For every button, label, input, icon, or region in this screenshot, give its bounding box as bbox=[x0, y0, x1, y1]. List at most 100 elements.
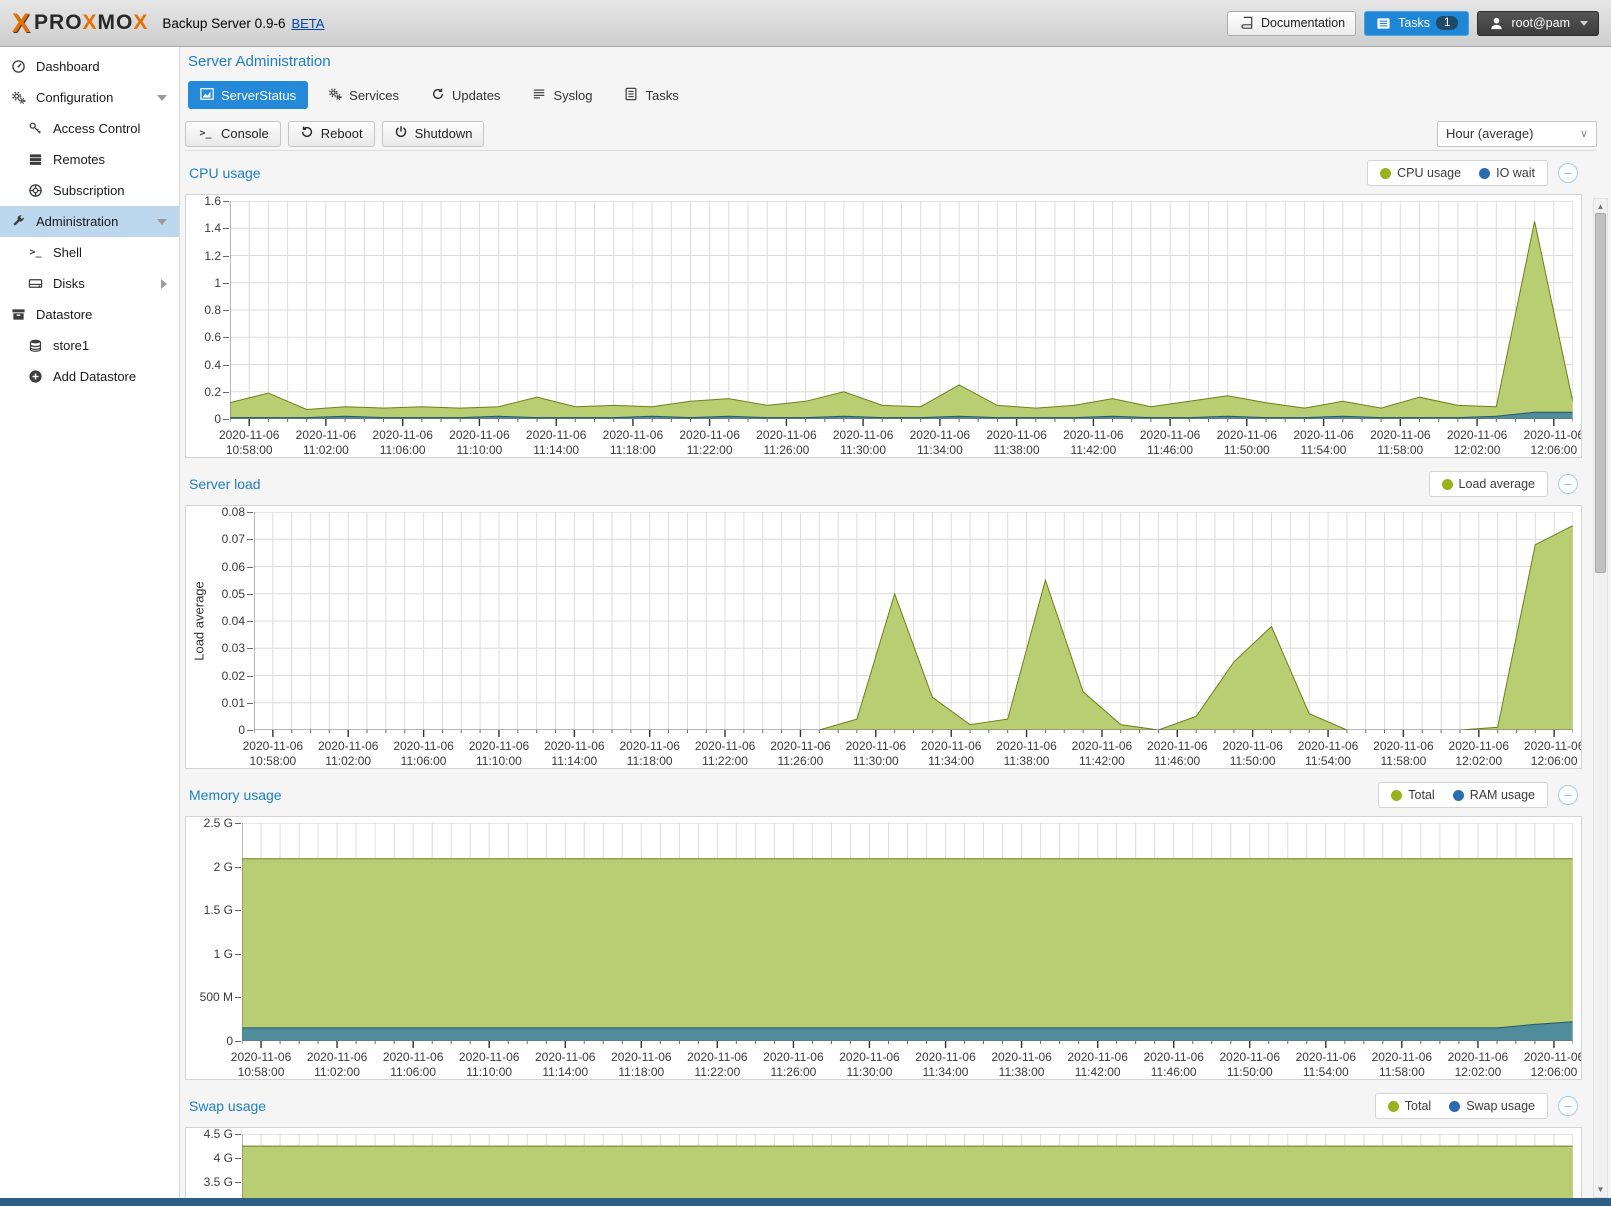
tab-label: Syslog bbox=[553, 87, 593, 103]
sidebar-item-label: Administration bbox=[36, 214, 119, 229]
brand-part: X bbox=[133, 11, 149, 34]
tab-tasks[interactable]: Tasks bbox=[612, 81, 690, 109]
tab-label: Services bbox=[349, 87, 400, 103]
sidebar-item-remotes[interactable]: Remotes bbox=[0, 144, 179, 175]
app-title: Backup Server 0.9-6 bbox=[162, 15, 286, 31]
disk-icon bbox=[27, 275, 44, 292]
x-tick-label: 2020-11-06 11:10:00 bbox=[468, 739, 530, 768]
tasks-button[interactable]: Tasks 1 bbox=[1364, 10, 1470, 36]
sidebar-item-administration[interactable]: Administration bbox=[0, 206, 179, 237]
panel-header: Server load Load average − bbox=[185, 462, 1582, 505]
y-tick-label: 0 bbox=[214, 412, 221, 426]
x-tick-label: 2020-11-06 11:14:00 bbox=[544, 739, 605, 768]
y-tick-label: 1 bbox=[214, 275, 221, 290]
sidebar-item-disks[interactable]: Disks bbox=[0, 268, 179, 299]
console-button[interactable]: >_ Console bbox=[185, 120, 281, 147]
shutdown-button[interactable]: Shutdown bbox=[381, 120, 485, 147]
tab-serverstatus[interactable]: ServerStatus bbox=[188, 81, 309, 109]
timeframe-select[interactable]: Hour (average) ∨ bbox=[1437, 120, 1597, 147]
scroll-down-arrow[interactable]: ▼ bbox=[1596, 1185, 1605, 1194]
x-tick-label: 2020-11-06 11:34:00 bbox=[909, 428, 971, 457]
y-tick-mark bbox=[223, 201, 229, 202]
documentation-button[interactable]: Documentation bbox=[1227, 10, 1357, 36]
y-tick-mark bbox=[223, 391, 229, 393]
collapse-panel-button[interactable]: − bbox=[1558, 1096, 1578, 1116]
x-tick-label: 2020-11-06 11:06:00 bbox=[372, 428, 433, 457]
x-tick-label: 2020-11-06 12:06:00 bbox=[1523, 1050, 1582, 1079]
sidebar-item-configuration[interactable]: Configuration bbox=[0, 82, 179, 113]
x-tick-label: 2020-11-06 11:46:00 bbox=[1139, 428, 1201, 457]
brand-part: PRO bbox=[34, 11, 83, 34]
x-tick-label: 2020-11-06 11:14:00 bbox=[525, 428, 587, 457]
x-tick-label: 2020-11-06 11:54:00 bbox=[1295, 1050, 1357, 1079]
y-tick-mark bbox=[235, 1182, 241, 1184]
sidebar-item-access-control[interactable]: Access Control bbox=[0, 113, 179, 144]
legend-label: Swap usage bbox=[1466, 1099, 1535, 1113]
page-title: Server Administration bbox=[188, 53, 331, 70]
legend-item: Swap usage bbox=[1449, 1099, 1535, 1113]
x-tick-label: 2020-11-06 11:26:00 bbox=[756, 428, 817, 457]
plus-circle-icon bbox=[27, 368, 44, 385]
sidebar-item-dashboard[interactable]: Dashboard bbox=[0, 51, 179, 82]
caret-right-icon bbox=[161, 278, 167, 289]
legend-dot bbox=[1387, 1100, 1399, 1112]
x-tick-label: 2020-11-06 11:42:00 bbox=[1067, 1050, 1128, 1079]
y-tick-mark bbox=[223, 419, 229, 420]
tasks-label: Tasks bbox=[1398, 16, 1431, 30]
chart-card: 1.6 1.4 1.2 1 0.8 0.6 0.4 0.2 0 2020-11-06 10:58:… bbox=[185, 194, 1582, 458]
chart-card: 2.5 G 2 G 1.5 G 1 G 500 M 0 2020-11-06 10:58:0… bbox=[185, 816, 1582, 1080]
x-tick-label: 2020-11-06 10:58:00 bbox=[242, 739, 304, 768]
reboot-button[interactable]: Reboot bbox=[287, 120, 375, 147]
y-tick-mark bbox=[223, 310, 229, 311]
tab-updates[interactable]: Updates bbox=[419, 81, 512, 109]
x-tick-label: 2020-11-06 11:38:00 bbox=[986, 428, 1047, 457]
y-tick-mark bbox=[235, 866, 241, 868]
sidebar-item-label: Datastore bbox=[36, 307, 93, 322]
x-tick-label: 2020-11-06 11:22:00 bbox=[687, 1050, 748, 1079]
sidebar-item-label: Configuration bbox=[36, 90, 114, 105]
collapse-panel-button[interactable]: − bbox=[1558, 474, 1578, 494]
beta-link[interactable]: BETA bbox=[291, 15, 325, 31]
sidebar-item-subscription[interactable]: Subscription bbox=[0, 175, 179, 206]
x-tick-label: 2020-11-06 12:02:00 bbox=[1448, 739, 1510, 768]
scrollbar-thumb[interactable] bbox=[1595, 213, 1606, 573]
tab-syslog[interactable]: Syslog bbox=[520, 81, 604, 109]
chart-card: Load average 0.08 0.07 0.06 0.05 0.04 0.03 0.0… bbox=[185, 505, 1582, 769]
legend-item: Total bbox=[1391, 788, 1435, 802]
archive-icon bbox=[10, 306, 27, 323]
sidebar-item-store1[interactable]: store1 bbox=[0, 330, 179, 361]
brand-part: X bbox=[82, 11, 98, 34]
x-tick-label: 2020-11-06 11:34:00 bbox=[920, 739, 982, 768]
x-axis-labels: 2020-11-06 10:58:00 2020-11-06 11:02:00 2020… bbox=[231, 1049, 1581, 1079]
terminal-icon: >_ bbox=[29, 247, 42, 258]
tab-services[interactable]: Services bbox=[316, 81, 411, 109]
y-tick-mark bbox=[235, 1134, 241, 1135]
collapse-panel-button[interactable]: − bbox=[1558, 785, 1578, 805]
y-tick-mark bbox=[223, 255, 229, 257]
caret-down-icon bbox=[157, 94, 167, 101]
user-menu-button[interactable]: root@pam bbox=[1477, 10, 1599, 36]
vertical-scrollbar[interactable]: ▲ ▼ bbox=[1593, 198, 1608, 1198]
y-tick-label: 0.04 bbox=[221, 614, 245, 628]
y-tick-label: 0.2 bbox=[204, 384, 221, 399]
collapse-panel-button[interactable]: − bbox=[1558, 163, 1578, 183]
sidebar-item-datastore[interactable]: Datastore bbox=[0, 299, 179, 330]
legend-dot bbox=[1449, 1100, 1461, 1112]
tab-bar: ServerStatus Services Updates Syslog Tas… bbox=[188, 81, 691, 109]
shutdown-label: Shutdown bbox=[414, 126, 473, 141]
x-tick-label: 2020-11-06 11:30:00 bbox=[845, 739, 907, 768]
x-tick-label: 2020-11-06 11:30:00 bbox=[832, 428, 894, 457]
sidebar-item-shell[interactable]: >_ Shell bbox=[0, 237, 179, 268]
y-tick-label: 0.02 bbox=[221, 668, 245, 683]
book-icon bbox=[1238, 15, 1255, 32]
sidebar-item-label: Disks bbox=[53, 276, 85, 291]
x-axis-labels: 2020-11-06 10:58:00 2020-11-06 11:02:00 2020… bbox=[243, 738, 1581, 768]
task-list-icon bbox=[1375, 15, 1392, 32]
sidebar-item-label: store1 bbox=[53, 338, 90, 353]
scroll-up-arrow[interactable]: ▲ bbox=[1596, 202, 1605, 211]
sidebar-item-add-datastore[interactable]: Add Datastore bbox=[0, 361, 179, 392]
legend-dot bbox=[1391, 789, 1403, 801]
y-tick-label: 2.5 G bbox=[203, 816, 233, 830]
x-tick-label: 2020-11-06 11:58:00 bbox=[1371, 1050, 1433, 1079]
